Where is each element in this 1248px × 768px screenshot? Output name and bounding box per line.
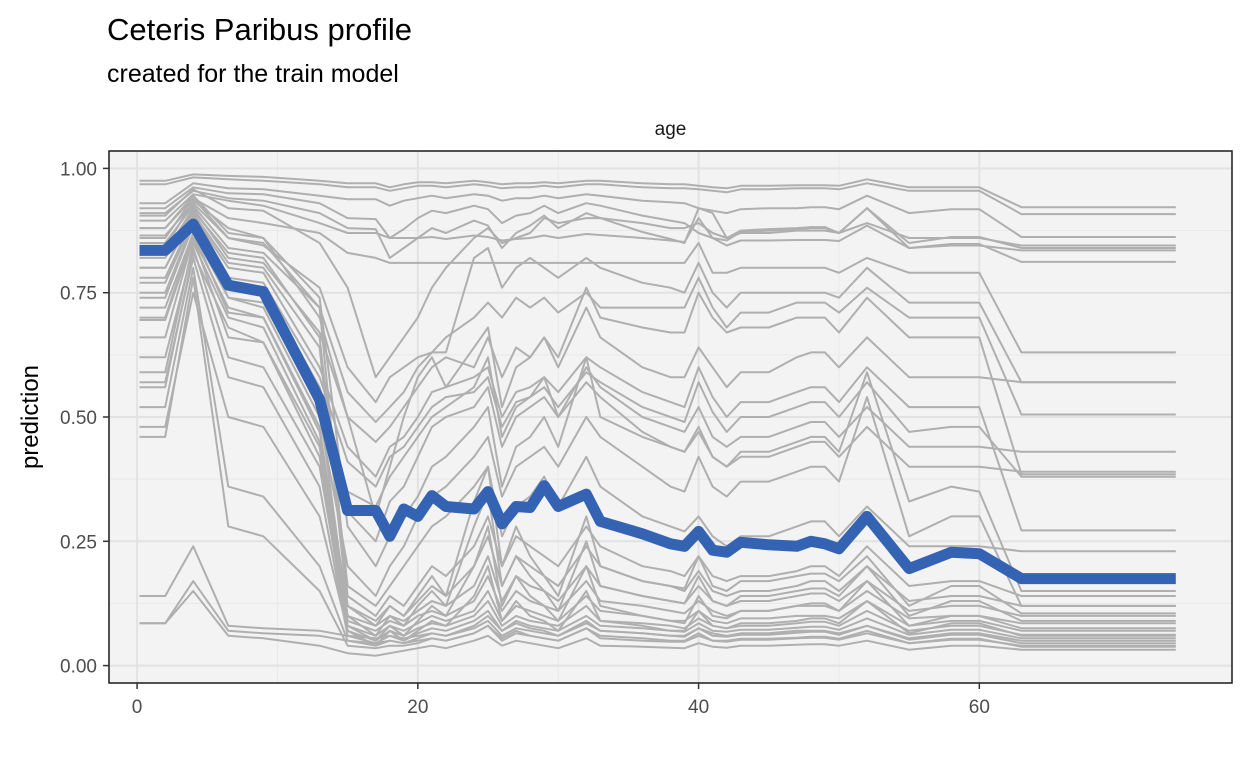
profile-line-31 [139,237,1176,637]
y-tick-label: 0.75 [60,284,97,305]
y-tick-label: 0.50 [60,408,97,429]
profile-line-19 [139,545,1176,642]
profile-line-2 [139,176,1176,216]
profile-line-24 [139,219,1176,508]
profile-line-9 [139,204,1176,423]
profile-line-22 [139,188,1176,379]
profile-lines [139,173,1176,657]
x-tick-label: 0 [132,697,143,718]
profile-line-18 [139,291,1176,647]
profile-line-26 [139,209,1176,607]
profile-line-25 [139,194,1176,568]
profile-line-10 [139,207,1176,476]
highlight-profile-line [139,218,1176,585]
profile-line-1 [139,173,1176,209]
profile-line-6 [139,193,1176,263]
profile-line-8 [139,202,1176,404]
profile-line-27 [139,197,1176,617]
profile-line-17 [139,251,1176,642]
x-axis-ticks: 0 20 40 60 [132,683,990,718]
profile-line-32 [139,247,1176,642]
profile-line-14 [139,232,1176,607]
profile-line-30 [139,232,1176,632]
profile-line-15 [139,237,1176,627]
profile-line-21 [139,590,1176,657]
x-tick-label: 60 [969,697,990,718]
chart-subtitle: created for the train model [107,60,399,88]
profile-line-34 [139,266,1176,647]
highlight-profile [139,218,1176,585]
x-tick-label: 40 [688,697,709,718]
y-tick-label: 1.00 [60,159,97,180]
x-tick-label: 20 [407,697,428,718]
profile-line-28 [139,212,1176,622]
profile-line-23 [139,199,1176,518]
profile-line-7 [139,197,1176,354]
y-axis-label: prediction [17,365,44,469]
profile-line-29 [139,224,1176,627]
y-axis-ticks: 0.00 0.25 0.50 0.75 1.00 [60,159,109,678]
profile-line-12 [139,217,1176,488]
profile-line-35 [139,276,1176,650]
profile-line-3 [139,182,1176,238]
y-tick-label: 0.00 [60,657,97,678]
y-tick-label: 0.25 [60,532,97,553]
profile-line-11 [139,214,1176,532]
profile-line-33 [139,256,1176,645]
chart-title: Ceteris Paribus profile [107,12,412,47]
panel-strip-label: age [655,119,687,140]
